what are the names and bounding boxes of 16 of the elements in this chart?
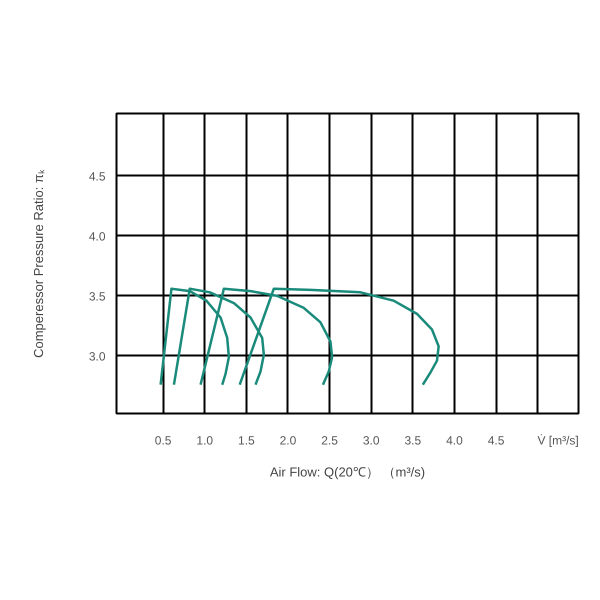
x-tick-label: 0.5 <box>154 434 172 448</box>
x-tick-label: 2.5 <box>321 434 338 448</box>
y-axis-title: Comperessor Pressure Ratio: πₖ <box>30 169 46 358</box>
y-tick-label: 3.5 <box>88 289 106 304</box>
x-tick-label: 1.5 <box>238 434 256 448</box>
x-tick-label: 1.0 <box>196 434 214 448</box>
x-axis-title: Air Flow: Q(20℃） （m³/s) <box>270 464 426 480</box>
y-tick-label: 3.0 <box>88 349 106 364</box>
y-tick-label: 4.0 <box>88 229 106 244</box>
x-tick-label: 3.0 <box>362 434 380 448</box>
x-tick-label: 4.5 <box>488 434 505 448</box>
y-tick-label: 4.5 <box>88 169 106 184</box>
x-tick-label: 4.0 <box>446 434 464 448</box>
x-tick-label: 3.5 <box>404 434 422 448</box>
x-tick-label: 2.0 <box>280 434 297 448</box>
text: V̇ [m³/s] <box>537 434 579 448</box>
